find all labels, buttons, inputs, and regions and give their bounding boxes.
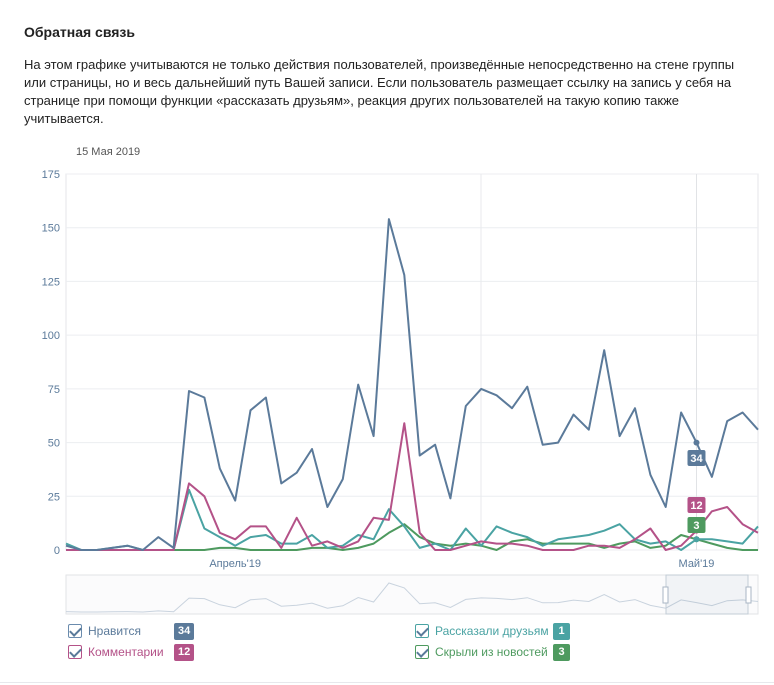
- chart-series: [65, 218, 759, 551]
- highlight-badge-hidden: [687, 517, 706, 533]
- legend-item-shares[interactable]: Рассказали друзьям 1: [415, 622, 570, 640]
- series-line-hidden: [66, 523, 758, 551]
- navigator-handle-left: [662, 586, 669, 604]
- range-navigator: [65, 574, 759, 615]
- legend-item-likes[interactable]: Нравится 34: [68, 622, 195, 640]
- legend-badge-shares: 1: [553, 622, 570, 640]
- comments-checkbox[interactable]: [68, 645, 82, 659]
- highlight-value-comments: 12: [690, 500, 702, 512]
- hover-date-label: 15 Мая 2019: [76, 146, 141, 158]
- highlight-point-shares: [693, 536, 700, 543]
- legend-badge-hidden: 3: [553, 643, 570, 661]
- series-line-likes: [65, 218, 759, 551]
- y-tick-label: 25: [48, 491, 60, 503]
- highlight-badge-likes: [687, 450, 706, 466]
- highlight-value-likes: 34: [690, 453, 703, 465]
- bottom-divider: [0, 682, 774, 683]
- legend-label-comments: Комментарии: [88, 645, 164, 659]
- navigator-selection: [665, 574, 749, 615]
- navigator-sparkline: [65, 582, 759, 613]
- likes-checkbox[interactable]: [68, 624, 82, 638]
- section-title: Обратная связь: [24, 24, 135, 40]
- highlight-value-hidden: 3: [693, 520, 699, 532]
- highlight-markers: 34 12 3: [687, 174, 706, 550]
- highlight-point-likes: [693, 439, 700, 446]
- y-tick-label: 125: [42, 276, 60, 288]
- navigator-frame: [65, 574, 759, 615]
- y-tick-label: 100: [42, 330, 60, 342]
- y-tick-label: 0: [54, 545, 60, 557]
- x-axis-ticks: Апрель'19 Май'19: [209, 558, 714, 570]
- legend-badge-likes: 34: [174, 622, 195, 640]
- y-tick-label: 150: [42, 223, 60, 235]
- y-tick-label: 75: [48, 384, 60, 396]
- legend-label-likes: Нравится: [88, 624, 141, 638]
- y-tick-label: 175: [42, 169, 60, 181]
- series-line-comments: [66, 422, 759, 551]
- x-tick-label: Апрель'19: [209, 558, 261, 570]
- chart-grid: [65, 173, 759, 551]
- legend-label-shares: Рассказали друзьям: [435, 624, 549, 638]
- shares-checkbox[interactable]: [415, 624, 429, 638]
- highlight-badge-comments: [687, 497, 706, 513]
- navigator-handle-right: [745, 586, 752, 604]
- legend-label-hidden: Скрыли из новостей: [435, 645, 548, 659]
- y-axis-ticks: 0 25 50 75 100 125 150 175: [42, 169, 60, 557]
- legend-badge-comments: 12: [174, 643, 195, 661]
- hidden-checkbox[interactable]: [415, 645, 429, 659]
- series-line-shares: [65, 488, 759, 551]
- section-description: На этом графике учитываются не только де…: [24, 57, 735, 126]
- y-tick-label: 50: [48, 438, 60, 450]
- legend-item-hidden[interactable]: Скрыли из новостей 3: [415, 643, 570, 661]
- x-tick-label: Май'19: [679, 558, 715, 570]
- legend-item-comments[interactable]: Комментарии 12: [68, 643, 195, 661]
